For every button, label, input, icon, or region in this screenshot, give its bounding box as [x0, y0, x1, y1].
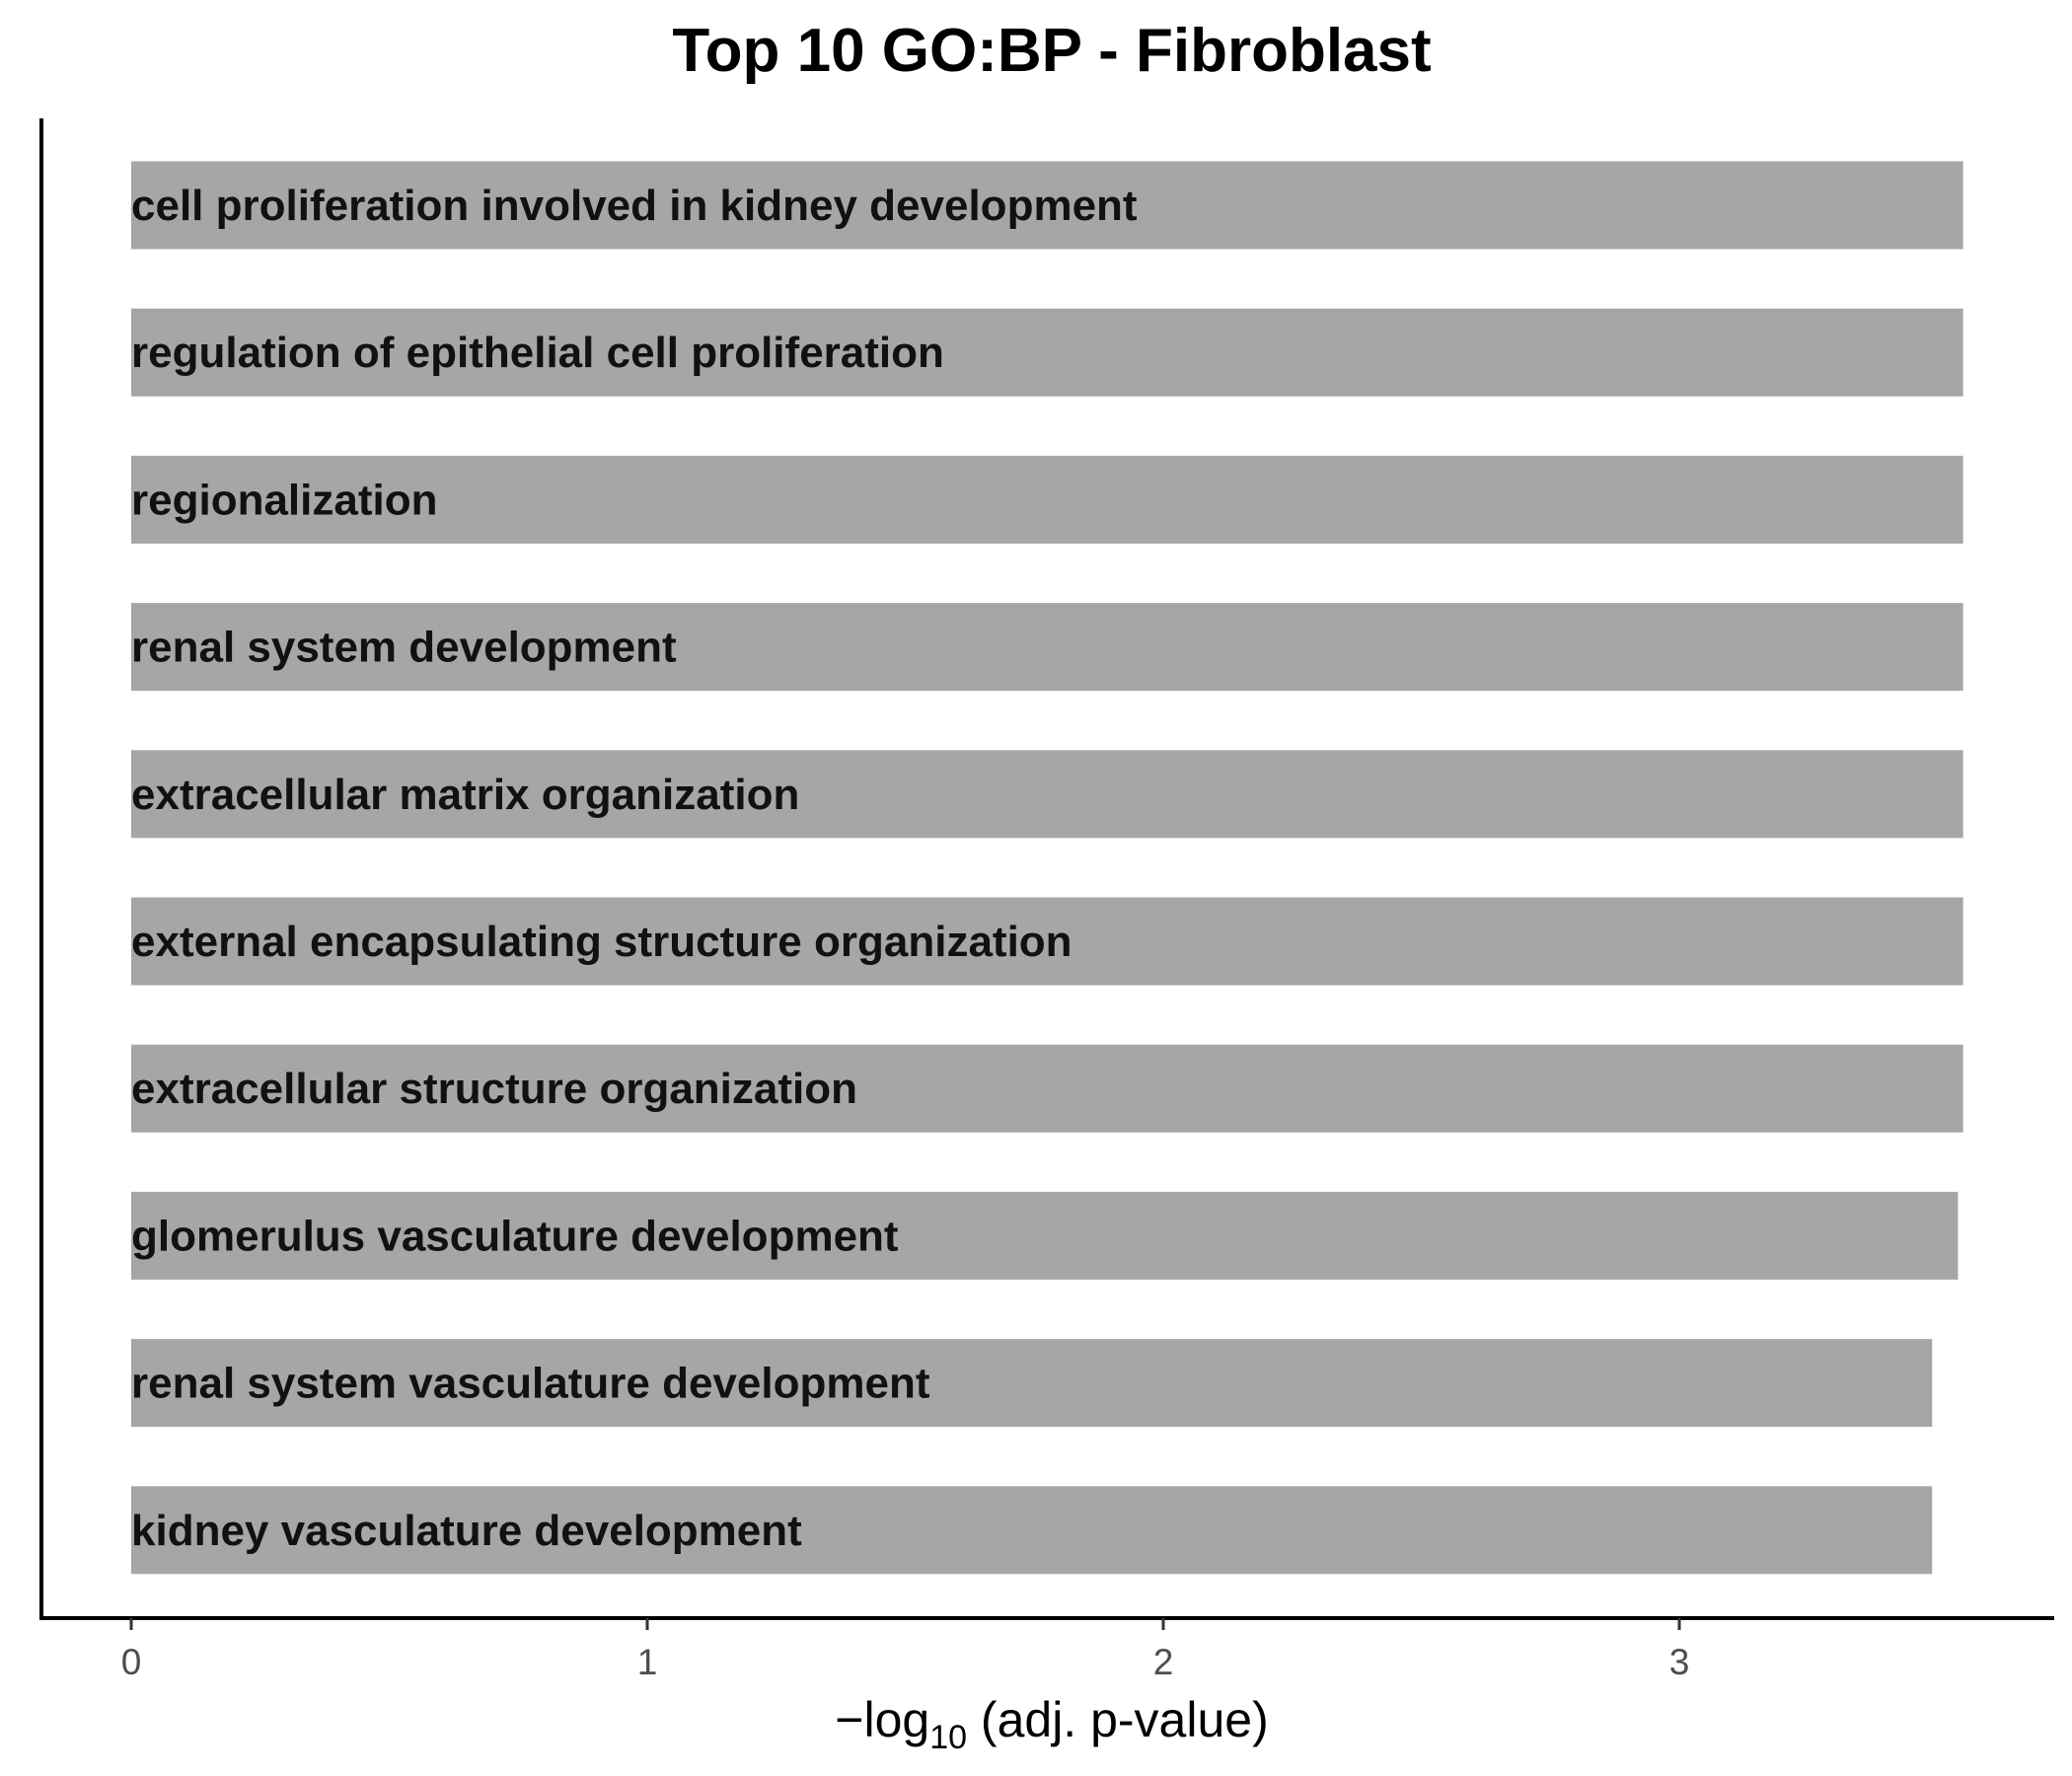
x-axis-title: −log10 (adj. p-value): [835, 1692, 1268, 1756]
bar-label-2: regulation of epithelial cell proliferat…: [131, 329, 944, 377]
x-tick-label-1: 1: [637, 1642, 658, 1682]
x-tick-label-0: 0: [121, 1642, 142, 1682]
bar-label-9: renal system vasculature development: [131, 1360, 930, 1408]
x-axis-ticks: 0 1 2 3: [121, 1618, 1690, 1682]
bars: [131, 161, 1963, 1575]
bar-7: [131, 1044, 1963, 1133]
bar-label-5: extracellular matrix organization: [131, 771, 799, 819]
bar-label-7: extracellular structure organization: [131, 1065, 857, 1113]
bar-label-3: regionalization: [131, 476, 437, 524]
bar-8: [131, 1191, 1959, 1280]
bar-label-1: cell proliferation involved in kidney de…: [131, 182, 1138, 230]
x-axis-title-suffix: (adj. p-value): [967, 1692, 1269, 1747]
x-axis-title-prefix: −log: [835, 1692, 929, 1747]
bar-label-4: renal system development: [131, 624, 677, 672]
bar-labels: cell proliferation involved in kidney de…: [131, 182, 1138, 1555]
bar-10: [131, 1486, 1933, 1575]
bar-6: [131, 897, 1963, 986]
x-axis-title-subscript: 10: [929, 1719, 967, 1756]
bar-1: [131, 161, 1963, 250]
bar-label-8: glomerulus vasculature development: [131, 1212, 899, 1260]
bar-2: [131, 308, 1963, 397]
bar-3: [131, 455, 1963, 544]
bar-9: [131, 1339, 1933, 1428]
chart-title: Top 10 GO:BP - Fibroblast: [672, 17, 1431, 85]
bar-label-6: external encapsulating structure organiz…: [131, 918, 1073, 966]
bar-4: [131, 603, 1963, 692]
bar-label-10: kidney vasculature development: [131, 1507, 802, 1555]
bar-5: [131, 750, 1963, 839]
x-tick-label-3: 3: [1669, 1642, 1690, 1682]
x-tick-label-2: 2: [1153, 1642, 1174, 1682]
